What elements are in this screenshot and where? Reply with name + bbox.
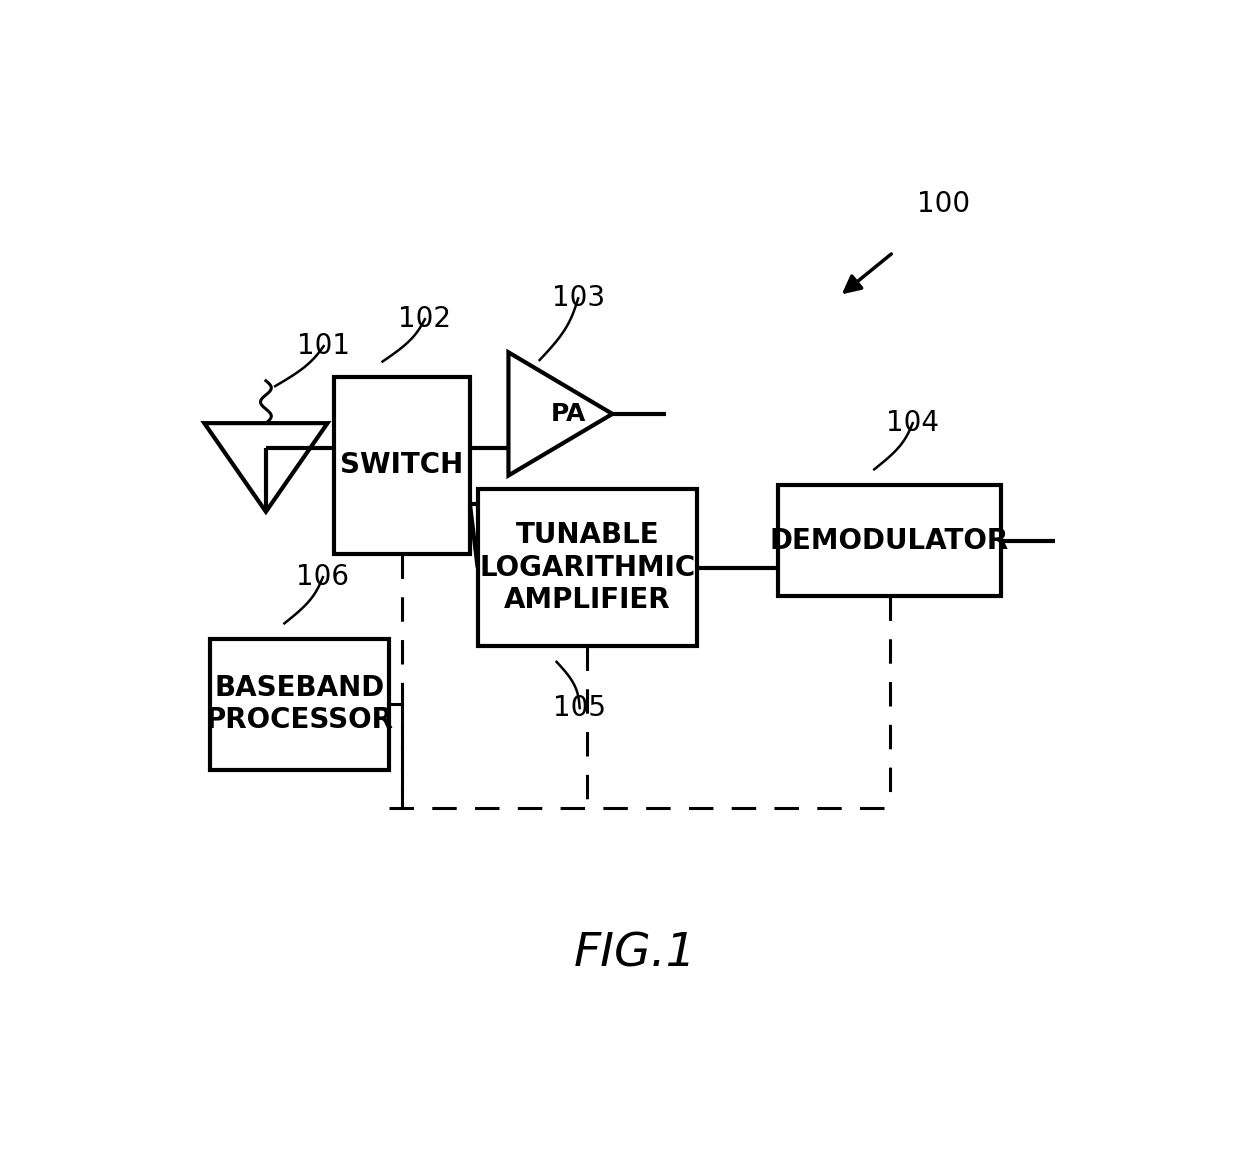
Polygon shape [508, 353, 613, 476]
Text: 100: 100 [916, 190, 970, 218]
Text: PA: PA [551, 402, 585, 426]
Text: 106: 106 [296, 563, 350, 591]
Text: 101: 101 [298, 332, 350, 361]
Text: SWITCH: SWITCH [340, 452, 464, 479]
Bar [477, 488, 697, 646]
Text: FIG.1: FIG.1 [574, 932, 697, 977]
Text: 105: 105 [553, 694, 606, 722]
Text: 102: 102 [398, 305, 451, 333]
Text: BASEBAND
PROCESSOR: BASEBAND PROCESSOR [206, 674, 394, 734]
Text: DEMODULATOR: DEMODULATOR [770, 526, 1009, 554]
Text: 104: 104 [887, 409, 939, 437]
Bar [334, 377, 470, 554]
Bar [211, 638, 389, 770]
Text: TUNABLE
LOGARITHMIC
AMPLIFIER: TUNABLE LOGARITHMIC AMPLIFIER [479, 521, 696, 614]
Text: 103: 103 [552, 285, 605, 312]
Polygon shape [205, 423, 327, 511]
Bar [777, 485, 1001, 597]
